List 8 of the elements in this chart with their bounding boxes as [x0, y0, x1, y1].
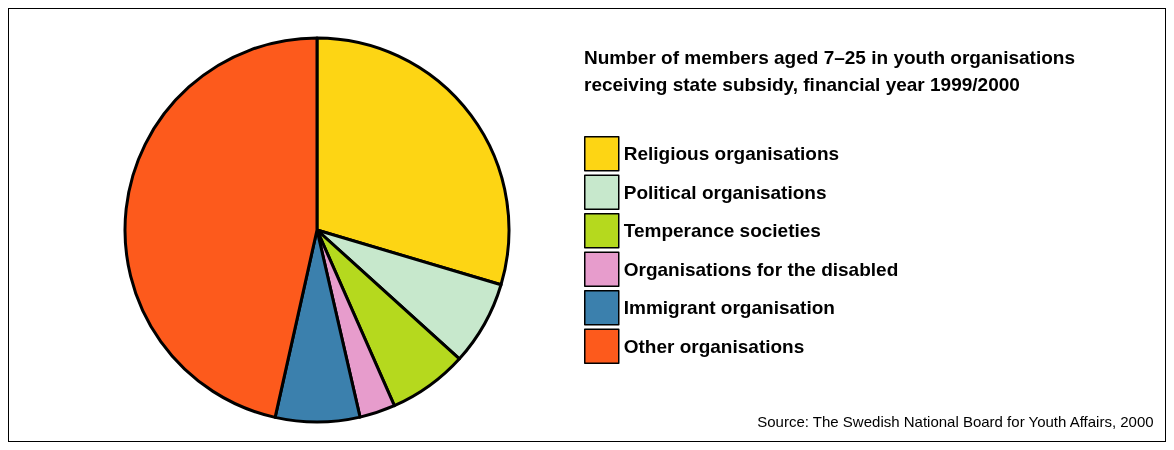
legend-label: Political organisations — [623, 181, 827, 203]
legend-label: Immigrant organisation — [623, 297, 835, 319]
legend-label: Temperance societies — [623, 220, 821, 242]
text: Number of members aged 7–25 in youth organisations receiving state subsidy, financial year 1999/2000 — [584, 47, 1081, 95]
legend-label: Other organisations — [623, 335, 805, 357]
legend-label: Religious organisations — [623, 143, 840, 165]
source-note: Source: The Swedish National Board for Youth Affairs, 2000 — [757, 413, 1154, 430]
legend-label: Organisations for the disabled — [623, 258, 899, 280]
